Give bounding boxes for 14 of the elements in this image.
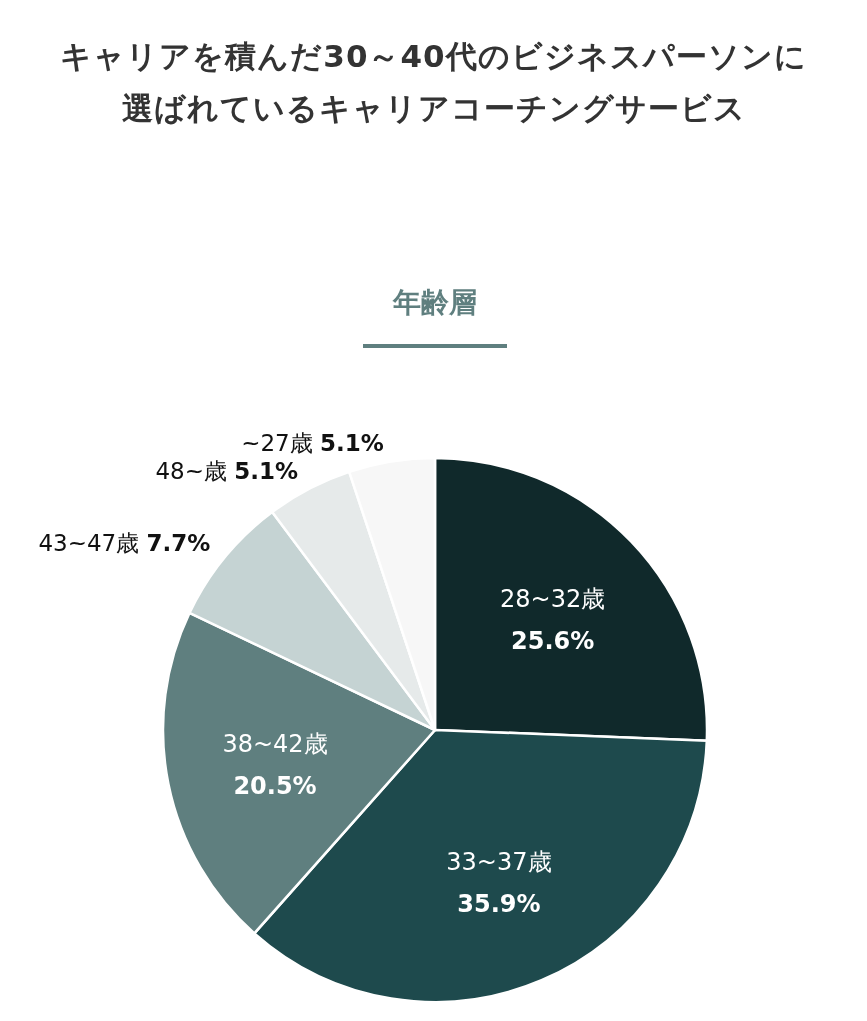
- slice-label: ~27歳: [241, 429, 321, 456]
- data-label: 35.9%: [457, 890, 541, 919]
- slice-label: 43~47歳: [38, 529, 147, 556]
- chart-subtitle: 年齢層: [392, 286, 477, 319]
- slice-label: 38~42歳: [222, 730, 328, 759]
- data-label: 7.7%: [146, 529, 211, 556]
- data-label: 5.1%: [320, 429, 384, 456]
- slice-label: 28~32歳: [500, 584, 606, 613]
- chart-title: キャリアを積んだ30～40代のビジネスパーソンに選ばれているキャリアコーチングサービス: [59, 37, 808, 128]
- data-label: 5.1%: [234, 458, 299, 485]
- slice-label: 33~37歳: [446, 848, 552, 877]
- data-label: 25.6%: [511, 626, 595, 655]
- data-label: 20.5%: [233, 772, 317, 801]
- slice-label: 48~歳: [155, 458, 235, 485]
